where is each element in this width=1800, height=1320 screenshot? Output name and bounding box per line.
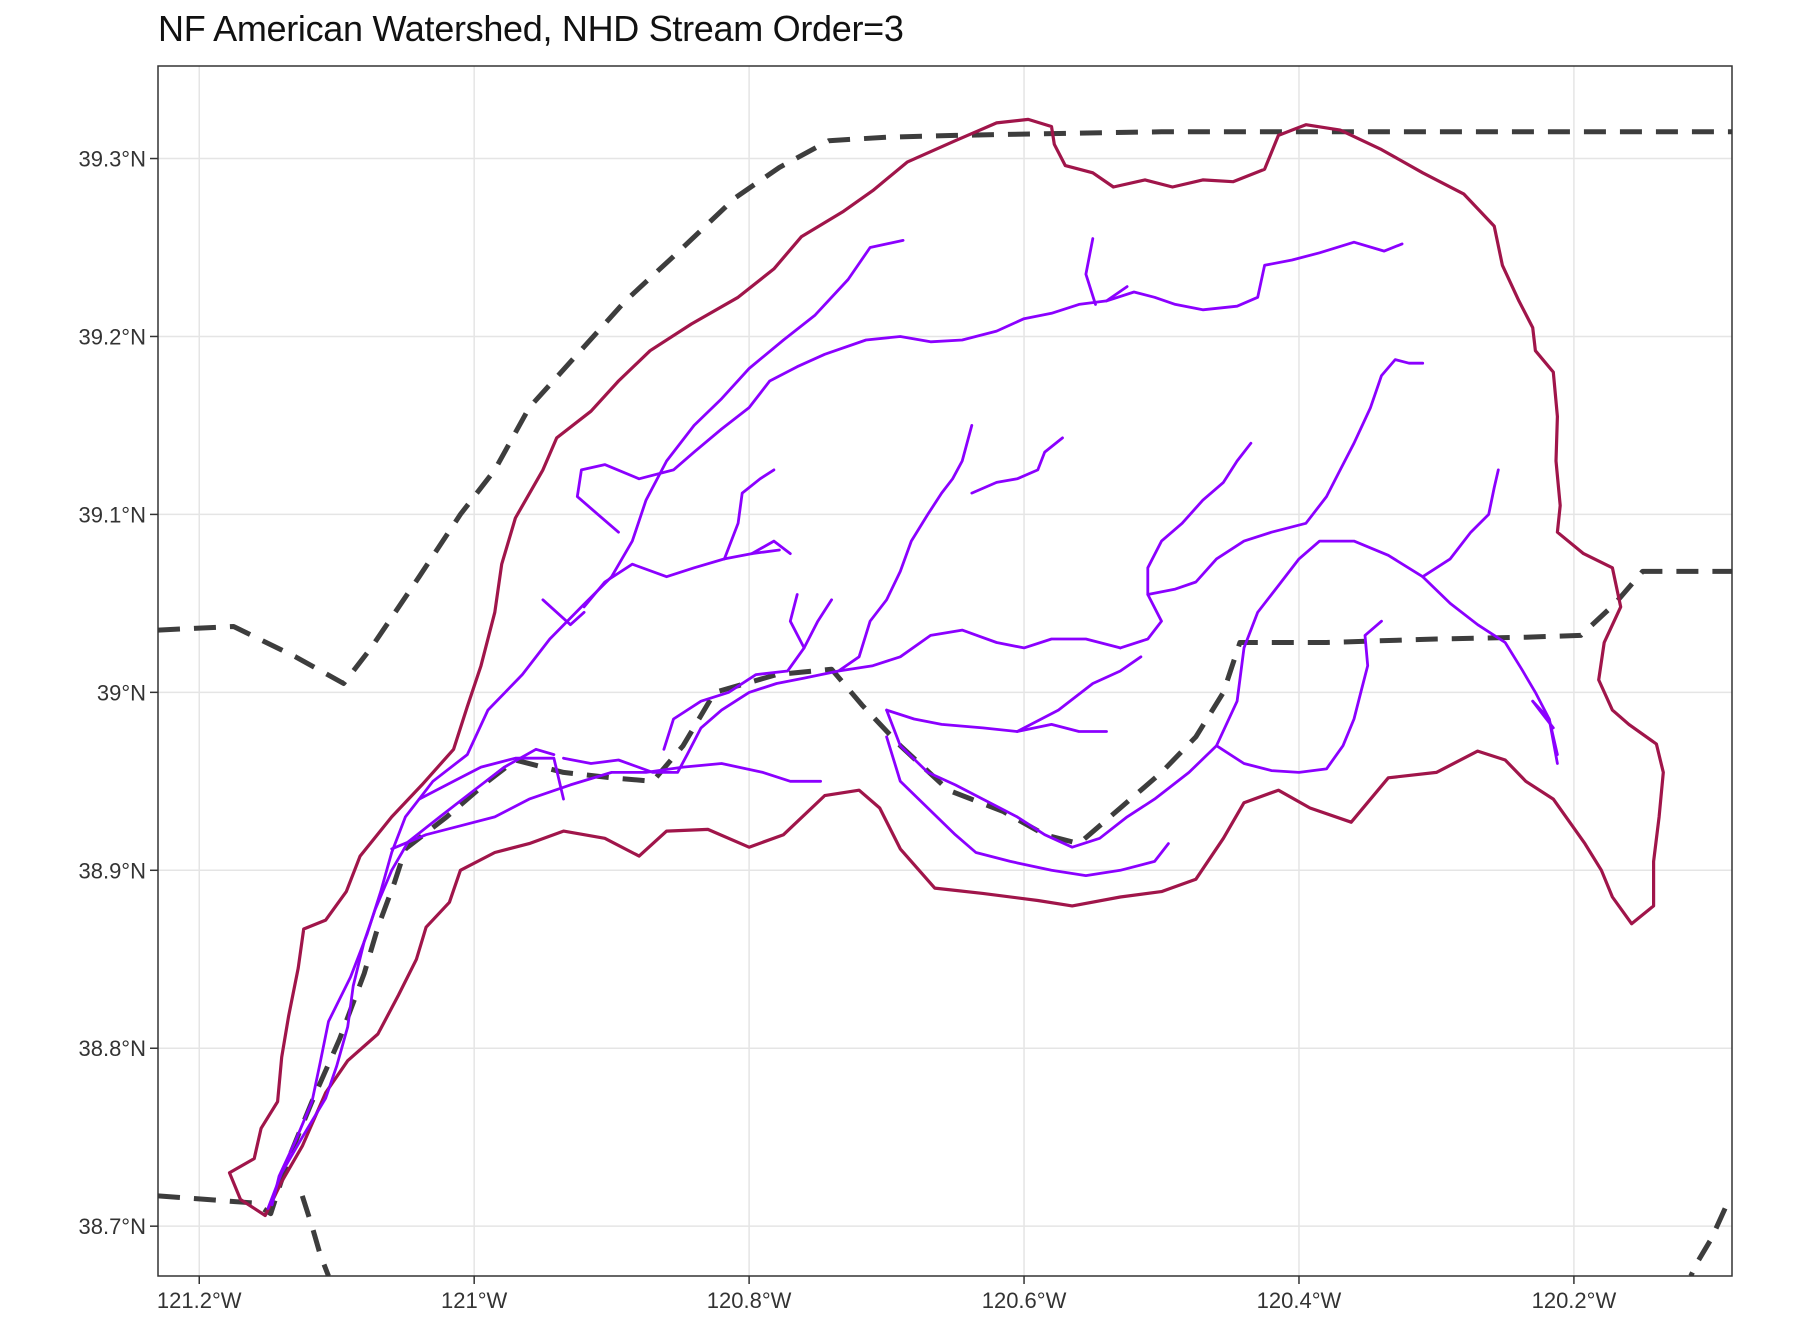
map-title: NF American Watershed, NHD Stream Order=… — [158, 8, 904, 49]
x-tick-label: 121.2°W — [157, 1288, 242, 1313]
county-boundary-dashed — [299, 1195, 331, 1276]
stream-line — [750, 539, 792, 555]
y-tick-label: 39°N — [97, 680, 146, 705]
y-tick-label: 39.2°N — [78, 324, 146, 349]
stream-line — [970, 436, 1064, 495]
x-tick-label: 120.4°W — [1257, 1288, 1342, 1313]
x-tick-label: 120.8°W — [707, 1288, 792, 1313]
y-tick-label: 38.9°N — [78, 858, 146, 883]
stream-line — [1146, 358, 1425, 596]
stream-line — [266, 747, 556, 1210]
stream-line — [1531, 699, 1555, 730]
stream-line — [390, 762, 822, 851]
y-tick-label: 39.1°N — [78, 502, 146, 527]
stream-line — [723, 468, 776, 561]
stream-line — [417, 756, 565, 801]
x-tick-label: 120.2°W — [1532, 1288, 1617, 1313]
stream-line — [541, 598, 586, 627]
stream-line — [1215, 619, 1383, 774]
stream-line — [562, 628, 1122, 774]
county-boundary-dashed — [158, 129, 1732, 686]
stream-line — [837, 423, 974, 673]
dashed-boundaries — [158, 129, 1732, 1276]
stream-line — [1015, 655, 1143, 733]
stream-line — [788, 593, 806, 650]
stream-line — [1118, 441, 1253, 650]
gridlines — [158, 66, 1732, 1276]
stream-network — [266, 237, 1559, 1210]
watershed-boundary-layer — [227, 117, 1665, 1218]
x-tick-label: 121°W — [441, 1288, 508, 1313]
county-boundary-dashed — [158, 568, 1732, 1217]
y-tick-label: 38.8°N — [78, 1036, 146, 1061]
panel-border — [157, 65, 1733, 1277]
stream-line — [270, 238, 905, 1207]
stream-line — [885, 708, 1108, 733]
y-tick-label: 38.7°N — [78, 1214, 146, 1239]
stream-line — [582, 548, 781, 609]
stream-line — [885, 735, 1170, 877]
stream-line — [1421, 468, 1500, 579]
map-layers — [158, 117, 1732, 1276]
x-axis: 121.2°W 121°W 120.8°W 120.6°W 120.4°W 120.2°W — [157, 1276, 1617, 1313]
x-tick-label: 120.6°W — [982, 1288, 1067, 1313]
stream-line — [885, 539, 1559, 849]
y-tick-label: 39.3°N — [78, 147, 146, 172]
stream-line — [575, 240, 1404, 534]
stream-line — [662, 598, 833, 751]
watershed-boundary — [227, 117, 1665, 1218]
stream-line — [1084, 237, 1097, 306]
stream-line — [1105, 285, 1129, 303]
y-axis: 38.7°N 38.8°N 38.9°N 39°N 39.1°N 39.2°N 39.3°N — [78, 147, 158, 1239]
panel-background — [158, 66, 1732, 1276]
county-boundary-dashed — [1688, 1207, 1728, 1276]
